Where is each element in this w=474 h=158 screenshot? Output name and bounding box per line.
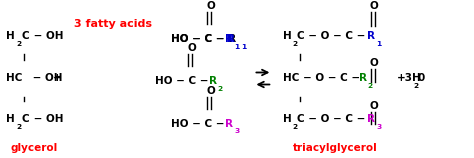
Text: triacylglycerol: triacylglycerol xyxy=(292,143,377,153)
Text: 3: 3 xyxy=(376,124,381,130)
Text: H: H xyxy=(6,31,15,41)
Text: − OH: − OH xyxy=(30,31,63,41)
Text: 1: 1 xyxy=(376,41,381,47)
Text: 3: 3 xyxy=(234,128,239,134)
Text: 2: 2 xyxy=(414,83,419,89)
Text: 2: 2 xyxy=(17,124,22,130)
Text: O: O xyxy=(369,1,378,11)
Text: 2: 2 xyxy=(367,83,373,89)
Text: 0: 0 xyxy=(417,73,424,83)
Text: glycerol: glycerol xyxy=(11,143,58,153)
Text: C − O − C −: C − O − C − xyxy=(297,114,369,124)
Text: H: H xyxy=(6,114,15,124)
Text: C − O − C −: C − O − C − xyxy=(297,31,369,41)
Text: HO − C −: HO − C − xyxy=(171,34,228,44)
Text: R: R xyxy=(367,114,375,124)
Text: O: O xyxy=(369,58,378,68)
Text: 2: 2 xyxy=(292,124,298,130)
Text: − OH: − OH xyxy=(30,114,63,124)
Text: 3 fatty acids: 3 fatty acids xyxy=(74,19,153,29)
Text: 1: 1 xyxy=(241,44,246,50)
Text: R: R xyxy=(367,31,375,41)
Text: R: R xyxy=(358,73,366,83)
Text: HC − O − C −: HC − O − C − xyxy=(283,73,364,83)
Text: R: R xyxy=(225,118,233,129)
Text: C: C xyxy=(21,114,29,124)
Text: +: + xyxy=(53,73,62,83)
Text: 2: 2 xyxy=(17,41,22,47)
Text: 1: 1 xyxy=(234,44,239,50)
Text: O: O xyxy=(188,43,196,53)
Text: − OH: − OH xyxy=(29,73,62,83)
Text: HO − C −: HO − C − xyxy=(155,76,212,86)
Text: O: O xyxy=(369,100,378,111)
Text: R: R xyxy=(209,76,217,86)
Text: HO − C − R: HO − C − R xyxy=(171,34,236,44)
Text: H: H xyxy=(283,114,292,124)
Text: HO − C −: HO − C − xyxy=(171,118,228,129)
Text: C: C xyxy=(21,31,29,41)
Text: R: R xyxy=(227,34,235,44)
Text: 2: 2 xyxy=(218,86,223,92)
Text: 2: 2 xyxy=(292,41,298,47)
Text: +3H: +3H xyxy=(397,73,422,83)
Text: O: O xyxy=(206,85,215,96)
Text: R: R xyxy=(225,34,233,44)
Text: H: H xyxy=(283,31,292,41)
Text: HC: HC xyxy=(6,73,22,83)
Text: O: O xyxy=(206,1,215,11)
